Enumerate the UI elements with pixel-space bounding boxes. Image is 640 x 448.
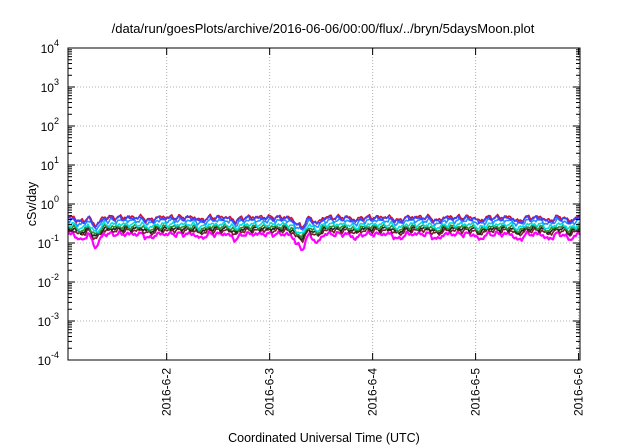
series-line: [67, 230, 581, 252]
x-tick-label: 2016-6-2: [160, 368, 174, 416]
series-line: [67, 227, 581, 243]
x-tick-label: 2016-6-6: [572, 368, 586, 416]
y-tick-label: 102: [41, 116, 59, 134]
x-tick-label: 2016-6-4: [366, 368, 380, 416]
y-axis-label: cSv/day: [25, 181, 39, 226]
series-line: [68, 223, 581, 239]
x-tick-label: 2016-6-5: [469, 368, 483, 416]
y-tick-label: 10-4: [38, 350, 59, 368]
y-tick-label: 10-2: [38, 272, 59, 290]
y-tick-label: 101: [41, 155, 59, 173]
grid: [68, 48, 580, 360]
chart-title: /data/run/goesPlots/archive/2016-06-06/0…: [112, 21, 535, 36]
y-tick-label: 10-1: [38, 233, 59, 251]
y-tick-label: 103: [41, 77, 59, 95]
series-line: [67, 220, 581, 235]
y-axis-ticks: 10-4 10-3 10-2 10-1 100 101 102 103 104: [38, 38, 580, 368]
series-lines: [67, 213, 581, 252]
series-line: [67, 214, 581, 230]
y-tick-label: 10-3: [38, 311, 59, 329]
x-axis-label: Coordinated Universal Time (UTC): [228, 431, 420, 445]
x-axis-ticks: 2016-6-2 2016-6-3 2016-6-4 2016-6-5 2016-6-6: [160, 48, 586, 416]
x-tick-label: 2016-6-3: [263, 368, 277, 416]
y-tick-label: 100: [41, 194, 59, 212]
y-tick-label: 104: [41, 38, 59, 56]
